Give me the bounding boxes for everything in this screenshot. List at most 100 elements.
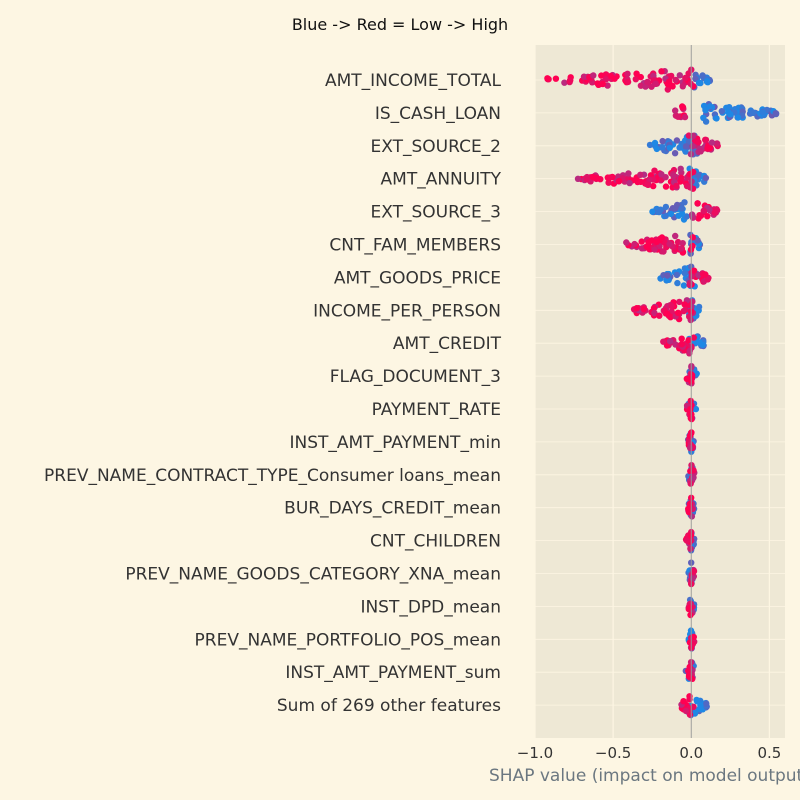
shap-point [687, 80, 694, 88]
feature-label: INCOME_PER_PERSON [313, 301, 501, 321]
shap-point [664, 86, 671, 93]
shap-point [674, 279, 681, 287]
shap-point [689, 675, 696, 682]
shap-point [704, 213, 711, 220]
shap-point [598, 72, 605, 79]
shap-point [646, 141, 654, 149]
shap-point [674, 201, 681, 209]
feature-label: PAYMENT_RATE [372, 400, 501, 420]
shap-point [675, 212, 682, 219]
shap-point [607, 174, 614, 181]
shap-point [695, 271, 702, 279]
shap-point [695, 303, 703, 311]
shap-point [677, 165, 684, 172]
shap-point [674, 113, 681, 120]
shap-point [695, 215, 702, 222]
shap-point [625, 170, 632, 177]
shap-point [734, 114, 742, 121]
shap-point [689, 640, 697, 647]
shap-point [676, 144, 683, 151]
shap-point [679, 83, 686, 90]
shap-point [685, 138, 692, 145]
shap-point [689, 575, 696, 582]
shap-point [651, 139, 659, 147]
shap-point [650, 305, 658, 312]
shap-point [687, 406, 694, 413]
shap-point [711, 209, 718, 216]
feature-label: CNT_FAM_MEMBERS [329, 236, 501, 256]
shap-point [681, 113, 689, 121]
shap-point [683, 537, 691, 544]
feature-label: PREV_NAME_CONTRACT_TYPE_Consumer loans_m… [44, 466, 501, 486]
feature-label: AMT_ANNUITY [381, 170, 502, 190]
shap-point [706, 145, 714, 152]
shap-point [602, 76, 610, 83]
shap-point [604, 82, 611, 89]
shap-point [713, 140, 721, 147]
x-tick-label: −0.5 [595, 744, 631, 762]
shap-point [652, 80, 659, 88]
shap-point [544, 75, 551, 82]
chart-title: Blue -> Red = Low -> High [292, 15, 508, 34]
shap-point [574, 175, 582, 182]
shap-point [682, 306, 689, 313]
shap-point [702, 174, 710, 182]
shap-point [599, 80, 606, 88]
shap-point [594, 80, 601, 87]
shap-point [651, 167, 658, 174]
x-axis-label: SHAP value (impact on model output) [489, 766, 800, 786]
shap-point [681, 301, 688, 308]
shap-point [672, 107, 679, 114]
shap-point [676, 72, 683, 79]
shap-point [702, 136, 710, 144]
shap-point [656, 312, 663, 319]
shap-point [686, 347, 693, 355]
feature-label: AMT_INCOME_TOTAL [325, 71, 502, 91]
shap-point [670, 172, 677, 180]
shap-point [662, 183, 670, 190]
shap-point [682, 74, 689, 82]
shap-point [686, 501, 694, 508]
shap-point [697, 702, 704, 709]
shap-point [690, 467, 697, 474]
shap-point [694, 200, 701, 207]
scatter-points [544, 66, 780, 719]
shap-point [664, 81, 671, 88]
shap-point [694, 237, 701, 244]
shap-point [702, 118, 710, 125]
shap-point [704, 276, 711, 283]
shap-point [664, 272, 671, 279]
shap-point [660, 338, 667, 345]
shap-point [663, 310, 671, 317]
shap-point [667, 210, 675, 218]
shap-point [687, 184, 694, 191]
x-tick-label: 0.0 [679, 744, 703, 762]
shap-point [687, 480, 694, 487]
shap-point [637, 171, 644, 178]
shap-point [668, 72, 675, 80]
shap-point [685, 132, 692, 139]
shap-point [678, 205, 686, 212]
shap-point [759, 109, 767, 116]
shap-point [644, 78, 651, 86]
shap-point [686, 444, 694, 452]
shap-point [676, 298, 683, 306]
shap-point [623, 239, 630, 246]
shap-point [672, 232, 679, 240]
shap-point [692, 75, 699, 83]
shap-point [631, 240, 638, 248]
shap-point [662, 212, 669, 219]
feature-label: FLAG_DOCUMENT_3 [330, 367, 501, 387]
feature-label: PREV_NAME_PORTFOLIO_POS_mean [195, 630, 501, 650]
shap-point [697, 148, 704, 155]
feature-label: INST_AMT_PAYMENT_sum [285, 663, 501, 683]
shap-point [651, 246, 658, 253]
shap-point [689, 143, 696, 150]
shap-point [672, 76, 679, 84]
x-axis-ticks: −1.0 −0.5 0.0 0.5 [517, 744, 782, 762]
shap-point [669, 83, 676, 90]
shap-point [566, 77, 574, 84]
shap-point [607, 72, 615, 80]
shap-point [666, 144, 673, 152]
